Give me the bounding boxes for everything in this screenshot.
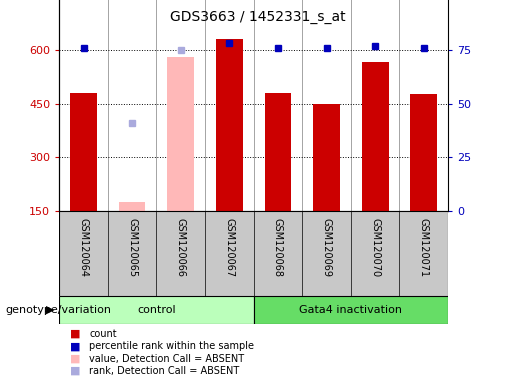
Text: ■: ■ — [70, 329, 80, 339]
Text: genotype/variation: genotype/variation — [5, 305, 111, 315]
Bar — [410, 94, 437, 211]
Text: Gata4 inactivation: Gata4 inactivation — [299, 305, 402, 315]
Text: GSM120067: GSM120067 — [225, 218, 234, 277]
Text: GSM120065: GSM120065 — [127, 218, 137, 277]
Text: GSM120066: GSM120066 — [176, 218, 186, 277]
Bar — [362, 63, 388, 211]
Text: GDS3663 / 1452331_s_at: GDS3663 / 1452331_s_at — [169, 10, 346, 23]
Bar — [313, 104, 340, 211]
Bar — [70, 93, 97, 211]
Text: GSM120071: GSM120071 — [419, 218, 429, 277]
Text: GSM120064: GSM120064 — [78, 218, 89, 277]
Bar — [167, 57, 194, 211]
Bar — [119, 202, 146, 211]
Bar — [265, 93, 291, 211]
Bar — [253, 296, 448, 324]
Text: value, Detection Call = ABSENT: value, Detection Call = ABSENT — [89, 354, 244, 364]
Text: ■: ■ — [70, 341, 80, 351]
Text: percentile rank within the sample: percentile rank within the sample — [89, 341, 254, 351]
Text: ■: ■ — [70, 354, 80, 364]
Text: GSM120069: GSM120069 — [321, 218, 332, 277]
Text: ■: ■ — [70, 366, 80, 376]
Text: GSM120070: GSM120070 — [370, 218, 380, 277]
Text: count: count — [89, 329, 117, 339]
Bar — [59, 296, 253, 324]
Text: ▶: ▶ — [45, 305, 54, 315]
Text: rank, Detection Call = ABSENT: rank, Detection Call = ABSENT — [89, 366, 239, 376]
Text: control: control — [137, 305, 176, 315]
Text: GSM120068: GSM120068 — [273, 218, 283, 277]
Bar — [216, 39, 243, 211]
